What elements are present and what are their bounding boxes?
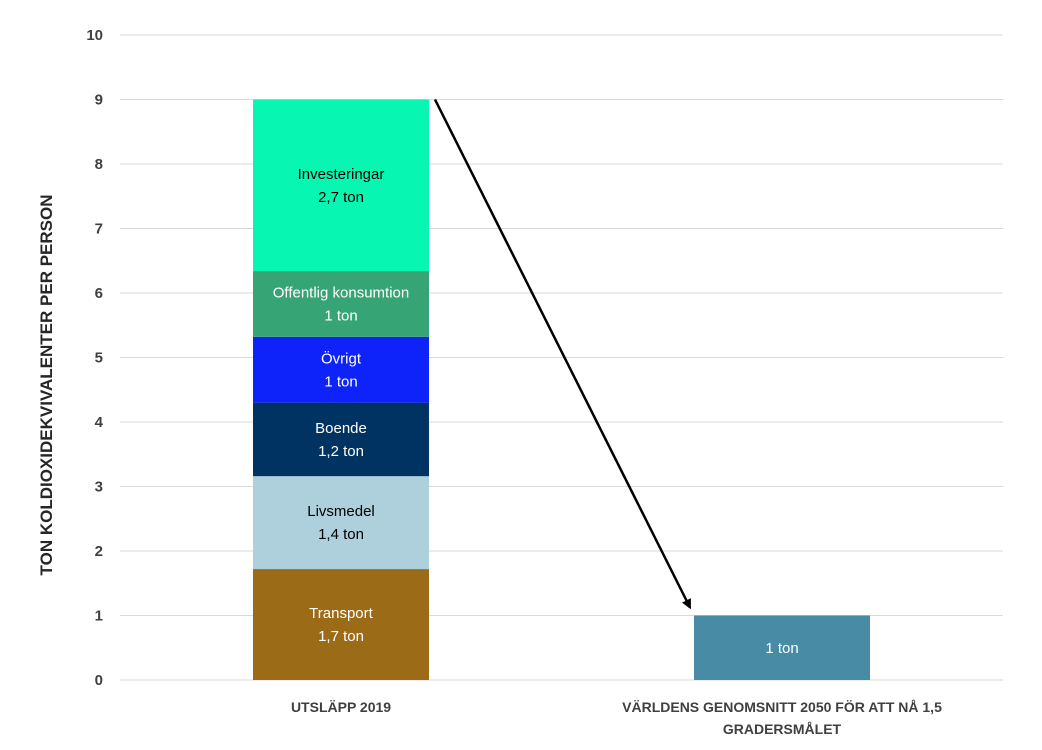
- y-tick-label: 1: [95, 608, 103, 625]
- segment-name-label: Boende: [315, 420, 367, 437]
- y-tick-label: 7: [95, 221, 103, 238]
- bar-segment: [253, 402, 429, 477]
- bar-segment: [253, 99, 429, 272]
- x-axis-categories: UTSLÄPP 2019 VÄRLDENS GENOMSNITT 2050 FÖR…: [291, 699, 942, 737]
- bar-segment: [694, 615, 870, 680]
- bar-segment: [253, 336, 429, 403]
- segment-value-label: 1 ton: [324, 307, 357, 324]
- bar-segment: [253, 476, 429, 570]
- segment-value-label: 1,7 ton: [318, 628, 364, 645]
- gridlines: [120, 34, 1003, 681]
- y-tick-label: 3: [95, 479, 103, 496]
- y-tick-label: 6: [95, 285, 103, 302]
- y-axis-ticks: 0 1 2 3 4 5 6 7 8 9 10: [86, 27, 103, 689]
- bars: [253, 99, 870, 680]
- y-tick-label: 2: [95, 543, 103, 560]
- segment-name-label: Livsmedel: [307, 503, 375, 520]
- y-tick-label: 9: [95, 92, 103, 109]
- segment-name-label: Transport: [309, 605, 373, 622]
- segment-value-label: 1 ton: [324, 373, 357, 390]
- segment-name-label: Offentlig konsumtion: [273, 284, 409, 301]
- y-tick-label: 5: [95, 350, 103, 367]
- trend-arrow: [433, 98, 692, 610]
- y-tick-label: 4: [95, 414, 104, 431]
- segment-value-label: 2,7 ton: [318, 189, 364, 206]
- y-tick-label: 10: [86, 27, 103, 44]
- x-category-label: UTSLÄPP 2019: [291, 699, 391, 715]
- segment-value-label: 1 ton: [765, 640, 798, 657]
- segment-name-label: Övrigt: [321, 349, 362, 367]
- segment-value-label: 1,2 ton: [318, 443, 364, 460]
- bar-segment: [253, 271, 429, 337]
- segment-value-label: 1,4 ton: [318, 526, 364, 543]
- y-tick-label: 8: [95, 156, 103, 173]
- bar-segment-labels: Transport 1,7 ton Livsmedel 1,4 ton Boende 1,…: [273, 166, 799, 657]
- bar-segment: [253, 569, 429, 680]
- y-tick-label: 0: [95, 672, 103, 689]
- segment-name-label: Investeringar: [298, 166, 385, 183]
- y-axis-title: TON KOLDIOXIDEKVIVALENTER PER PERSON: [37, 195, 56, 576]
- x-category-label: VÄRLDENS GENOMSNITT 2050 FÖR ATT NÅ 1,5 G…: [622, 699, 942, 737]
